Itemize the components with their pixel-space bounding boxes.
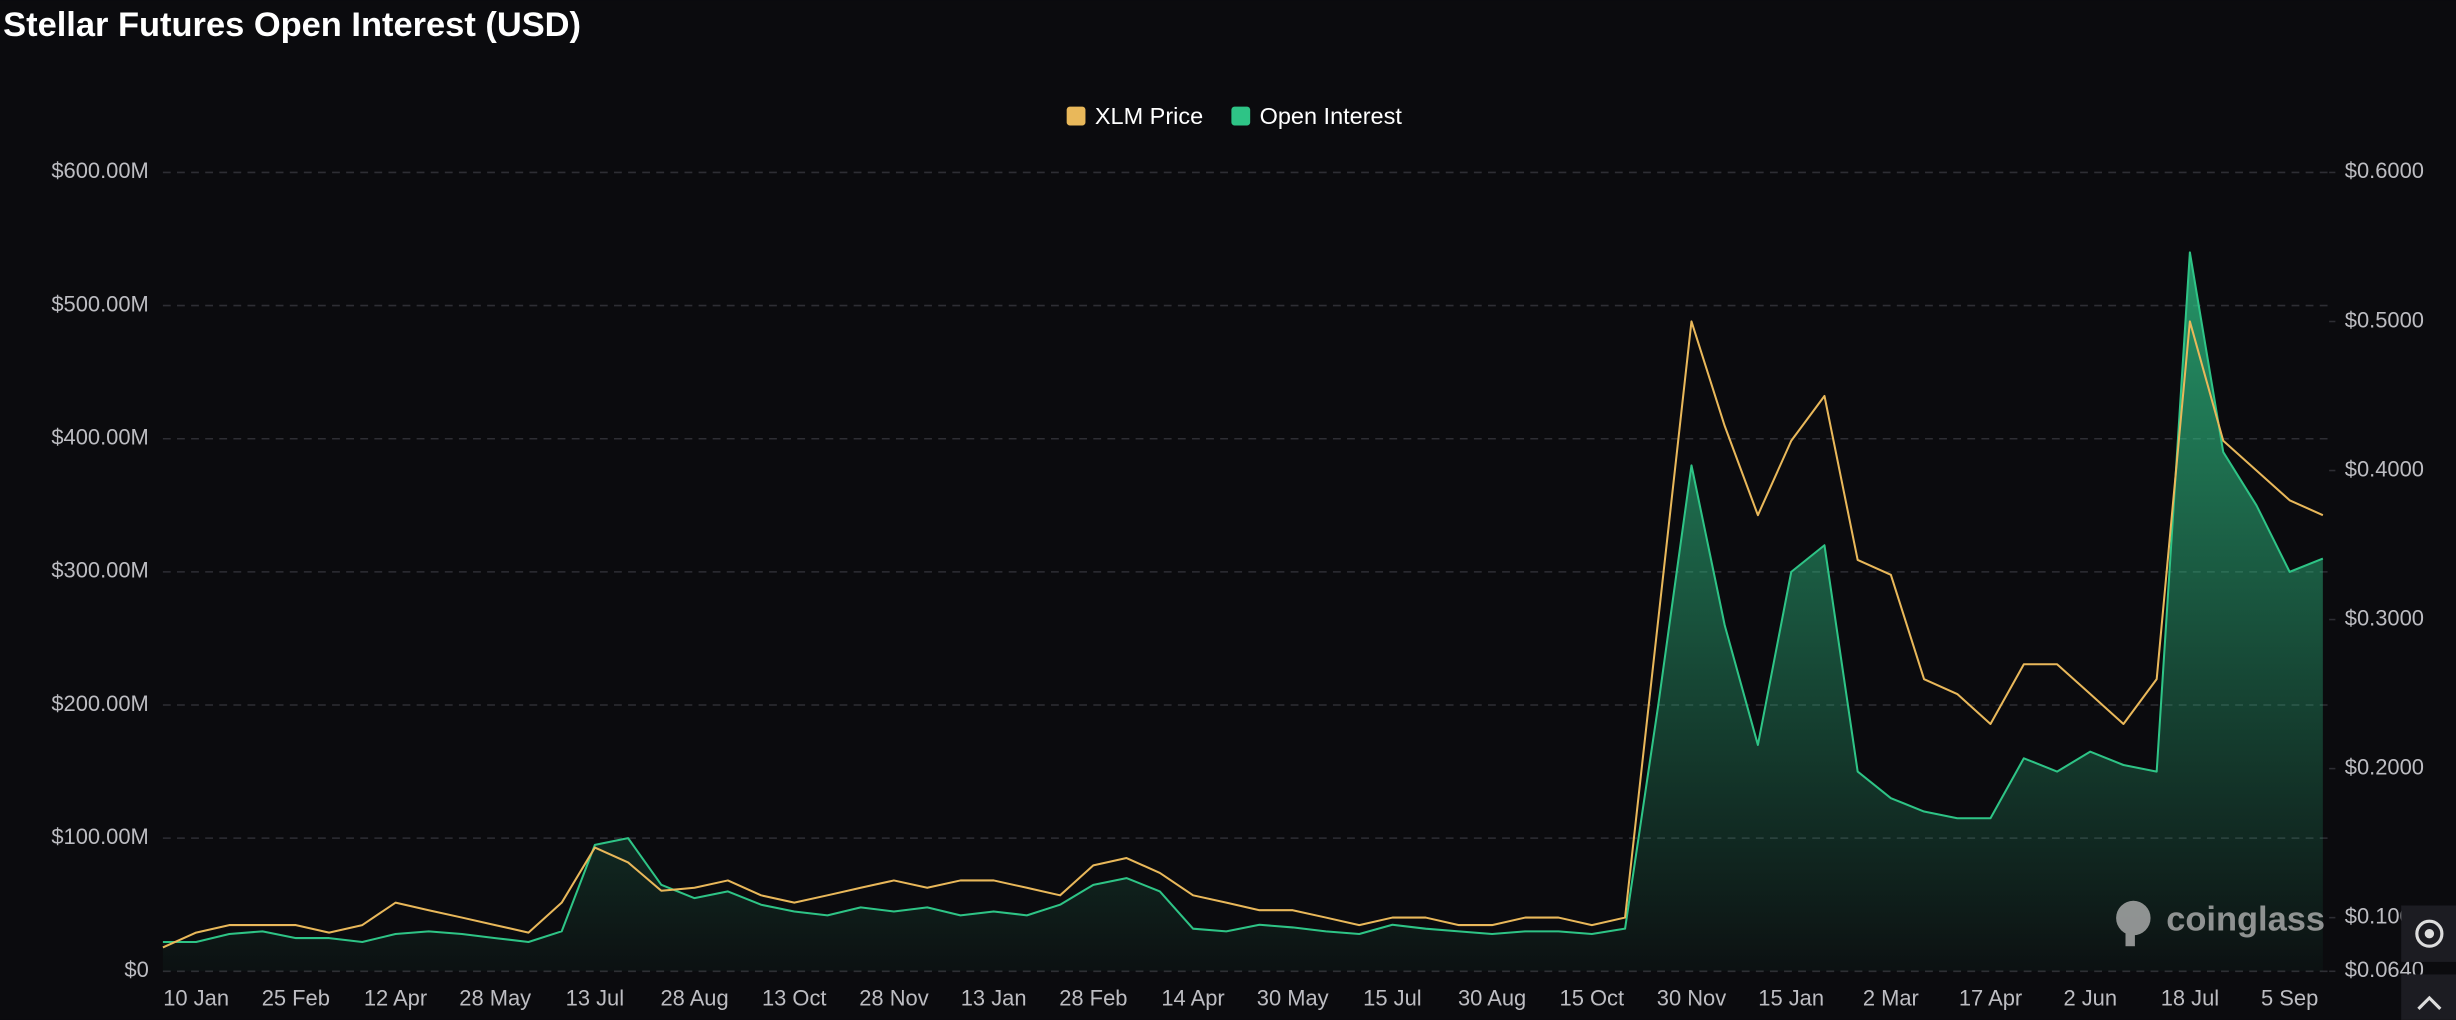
y2-tick-label: $0.4000 xyxy=(2345,456,2424,481)
x-tick-label: 13 Jan xyxy=(961,985,1027,1010)
legend-label: XLM Price xyxy=(1095,103,1203,129)
y2-tick-label: $0.3000 xyxy=(2345,605,2424,630)
x-tick-label: 25 Feb xyxy=(262,985,330,1010)
x-tick-label: 2 Jun xyxy=(2063,985,2117,1010)
x-tick-label: 2 Mar xyxy=(1863,985,1919,1010)
x-tick-label: 15 Oct xyxy=(1560,985,1625,1010)
legend-swatch xyxy=(1231,106,1251,126)
line xyxy=(162,320,2324,949)
legend-swatch xyxy=(1066,106,1086,126)
chevron-icon[interactable] xyxy=(2417,995,2442,1010)
x-tick-label: 10 Jan xyxy=(163,985,229,1010)
watermark-logo: coinglass xyxy=(2116,900,2325,947)
area xyxy=(162,252,2323,972)
watermark: coinglass xyxy=(2166,900,2325,938)
legend-label: Open Interest xyxy=(1260,103,1403,129)
x-tick-label: 12 Apr xyxy=(364,985,427,1010)
line xyxy=(162,251,2324,944)
y-tick-label: $300.00M xyxy=(51,558,148,583)
x-tick-label: 13 Jul xyxy=(566,985,624,1010)
x-tick-label: 5 Sep xyxy=(2261,985,2318,1010)
scroll-up-button[interactable] xyxy=(2401,974,2456,1020)
x-tick-label: 17 Apr xyxy=(1959,985,2022,1010)
y-tick-label: $200.00M xyxy=(51,691,148,716)
x-tick-label: 13 Oct xyxy=(762,985,827,1010)
watermark-icon xyxy=(2116,900,2151,936)
x-tick-label: 14 Apr xyxy=(1161,985,1224,1010)
x-tick-label: 28 May xyxy=(459,985,531,1010)
y-tick-label: $500.00M xyxy=(51,291,148,316)
x-tick-label: 15 Jan xyxy=(1758,985,1824,1010)
x-tick-label: 15 Jul xyxy=(1363,985,1421,1010)
marks xyxy=(162,251,2324,972)
y2-tick-label: $0.2000 xyxy=(2345,754,2424,779)
x-tick-label: 18 Jul xyxy=(2161,985,2219,1010)
x-tick-label: 30 Nov xyxy=(1657,985,1726,1010)
watermark-icon xyxy=(2125,924,2135,947)
x-tick-label: 30 Aug xyxy=(1458,985,1526,1010)
settings-icon[interactable] xyxy=(2424,928,2435,939)
chart-title: Stellar Futures Open Interest (USD) xyxy=(3,6,581,44)
y2-tick-label: $0.6000 xyxy=(2345,158,2424,183)
y-tick-label: $0 xyxy=(124,957,148,982)
x-tick-label: 30 May xyxy=(1257,985,1329,1010)
y-tick-label: $100.00M xyxy=(51,824,148,849)
x-tick-label: 28 Aug xyxy=(660,985,728,1010)
settings-icon[interactable] xyxy=(2415,919,2444,948)
x-tick-label: 28 Nov xyxy=(859,985,928,1010)
y-tick-label: $400.00M xyxy=(51,425,148,450)
y2-tick-label: $0.5000 xyxy=(2345,307,2424,332)
x-tick-label: 28 Feb xyxy=(1059,985,1127,1010)
settings-button[interactable] xyxy=(2401,905,2456,962)
y-tick-label: $600.00M xyxy=(51,158,148,183)
